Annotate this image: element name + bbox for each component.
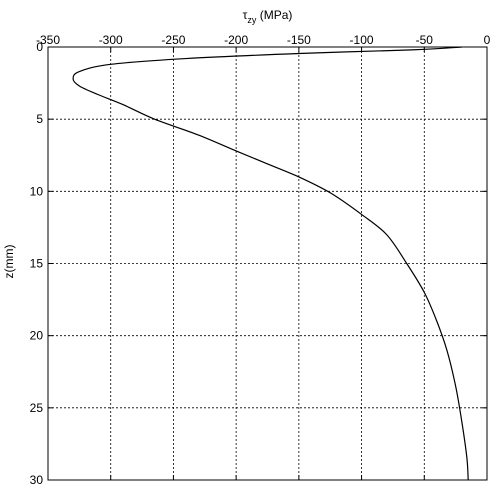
x-tick-label: -100 [350, 33, 374, 47]
series [72, 46, 469, 481]
x-tick-label: -200 [224, 33, 248, 47]
x-axis-title-unit: (MPa) [256, 8, 292, 22]
y-tick-label: 25 [30, 401, 44, 415]
y-tick-label: 10 [30, 184, 44, 198]
y-tick-label: 30 [30, 473, 44, 487]
series-line [72, 46, 469, 481]
y-tick-label: 20 [30, 329, 44, 343]
x-tick-label: -50 [416, 33, 434, 47]
grid [48, 47, 487, 480]
x-axis-title-symbol: τ [243, 8, 248, 22]
ticks [47, 46, 488, 481]
x-tick-label: -300 [99, 33, 123, 47]
tick-labels: -350 -300 -250 -200 -150 -100 -50 0 0 5 10 15 20 25 30 [30, 33, 491, 487]
y-tick-label: 5 [36, 112, 43, 126]
y-tick-label: 15 [30, 257, 44, 271]
y-tick-label: 0 [36, 40, 43, 54]
x-tick-label: -250 [161, 33, 185, 47]
x-tick-label: 0 [484, 33, 491, 47]
x-axis-title-subscript: zy [247, 15, 257, 25]
x-axis-title: τzy (MPa) [243, 8, 293, 25]
x-tick-label: -350 [36, 33, 60, 47]
y-axis-title: z(mm) [2, 245, 16, 279]
x-tick-label: -150 [287, 33, 311, 47]
